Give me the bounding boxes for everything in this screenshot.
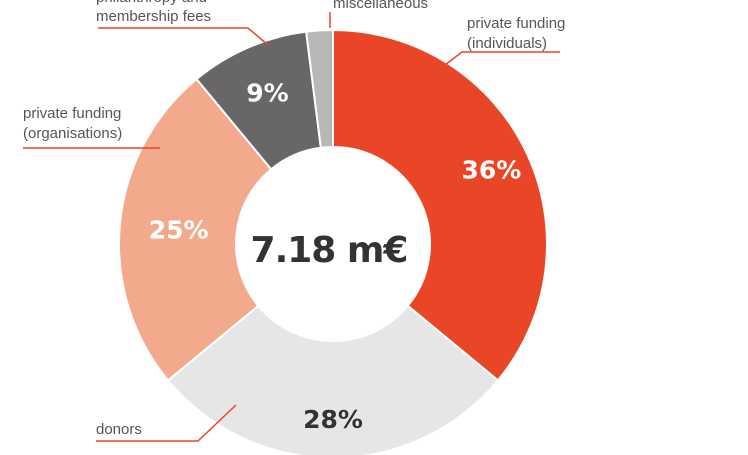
value-label-donors: 28% (303, 405, 363, 434)
category-label-private-funding-individuals-line-2: (individuals) (467, 35, 547, 52)
leader-lines (23, 12, 560, 442)
category-label-philanthropy-membership-fees-line-2: membership fees (96, 8, 211, 25)
slice-donors (166, 304, 500, 455)
slice-private-funding-organisations (118, 77, 273, 382)
value-label-private-funding-organisations: 25% (149, 215, 209, 244)
category-label-private-funding-individuals-line-1: private funding (467, 15, 565, 32)
donut-slices (118, 28, 548, 455)
category-label-philanthropy-membership-fees-line-1: philanthropy and (96, 0, 207, 6)
total-label: 7.18 m€ (251, 230, 408, 271)
leader-line-philanthropy-membership-fees (98, 27, 269, 46)
category-labels: private funding (individuals) donors privat… (23, 0, 565, 438)
category-label-donors: donors (96, 421, 142, 438)
category-label-private-funding-organisations-line-2: (organisations) (23, 125, 122, 142)
value-label-philanthropy-membership-fees: 9% (246, 79, 288, 108)
category-label-miscellaneous: miscellaneous (333, 0, 428, 12)
slice-miscellaneous (305, 28, 334, 149)
leader-line-private-funding-individuals (444, 51, 560, 66)
percentage-labels: 36% 28% 25% 9% (149, 79, 522, 434)
leader-line-donors (96, 404, 237, 442)
category-label-private-funding-organisations-line-1: private funding (23, 105, 121, 122)
slice-private-funding-individuals (332, 28, 548, 382)
value-label-private-funding-individuals: 36% (461, 155, 521, 184)
